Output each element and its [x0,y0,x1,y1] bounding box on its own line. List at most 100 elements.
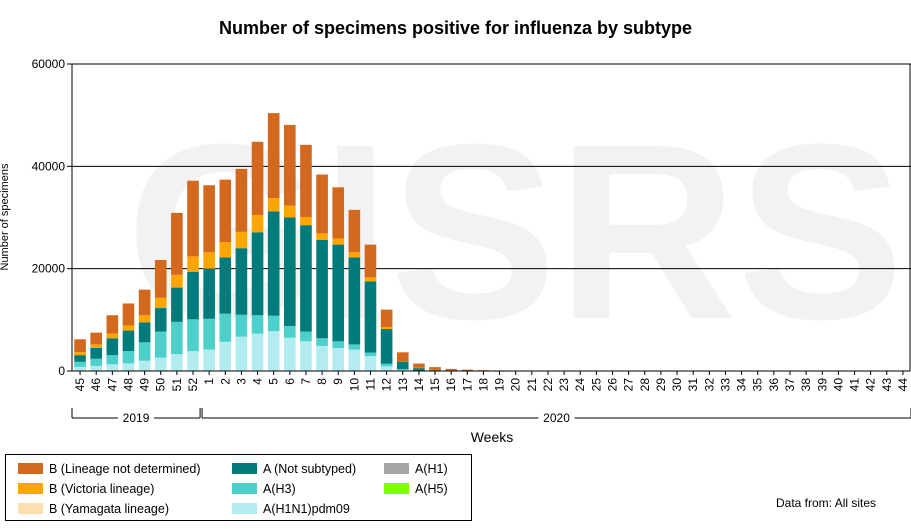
year-label: 2019 [123,411,150,425]
bar-segment [138,342,151,361]
bar-segment [348,344,361,350]
y-tick-label: 60000 [32,57,66,71]
bar-segment [300,341,312,371]
bar-segment [122,303,135,326]
bar-segment [332,341,345,348]
bar-segment [284,205,296,218]
bar-segment [122,363,135,371]
y-tick-label: 40000 [32,159,66,173]
x-tick-label: 25 [589,378,603,392]
bar-segment [171,354,183,371]
bar-segment [364,356,377,371]
x-tick-label: 12 [380,378,394,392]
bar-segment [284,325,296,338]
bar-segment [154,357,167,371]
bar-segment [203,318,215,350]
bar-segment [429,367,441,370]
x-tick-label: 46 [89,378,103,392]
x-tick-label: 40 [831,378,845,392]
bar-segment [445,368,457,371]
bar-segment [380,326,393,330]
bar-segment [106,315,119,334]
bar-segment [380,329,393,364]
source-note: Data from: All sites [776,496,877,510]
bar-segment [154,331,167,358]
x-tick-label: 42 [864,378,878,392]
x-tick-labels: 45 46 47 48 49 50 51 52 1 2 3 4 5 6 7 8 9 10 11 12 13 14 15 16 1… [73,371,910,391]
bar-segment [380,363,393,367]
bar-segment [74,339,86,353]
bar-segment [171,287,183,322]
bar-segment [122,330,135,352]
bar-segment [316,240,328,339]
bar-segment [267,211,280,316]
bar-segment [138,360,151,371]
bar-segment [348,252,361,258]
x-tick-label: 21 [525,378,539,392]
bar-segment [332,238,345,245]
x-axis-title: Weeks [471,429,514,445]
bar-segment [235,314,248,337]
bar-segment [380,309,393,327]
bar-segment [364,352,377,357]
bar-segment [74,355,86,362]
y-tick-labels: 0 20000 40000 60000 [32,57,72,378]
bar-segment [219,257,232,314]
bar-segment [106,355,119,365]
bar-segment [90,344,103,348]
legend-label: A(H5) [415,482,448,496]
legend-label: B (Lineage not determined) [49,462,201,476]
x-tick-label: 41 [848,378,862,392]
legend: B (Lineage not determined) B (Victoria li… [5,454,472,521]
bar-segment [413,363,425,368]
bar-segment [187,180,199,257]
bar-segment [300,144,312,217]
bar-segment [74,366,86,371]
x-tick-label: 15 [428,378,442,392]
x-tick-label: 13 [396,378,410,392]
bar-segment [74,361,86,367]
bar-segment [187,256,199,272]
bar-segment [332,347,345,371]
x-tick-label: 24 [573,378,587,392]
bar-segment [348,257,361,345]
bar-segment [413,367,425,369]
legend-swatch [18,503,43,514]
bars [74,113,909,372]
bar-segment [154,308,167,332]
bar-segment [251,315,264,334]
bar-segment [348,209,361,253]
bar-segment [348,349,361,371]
x-tick-label: 6 [283,378,297,385]
plot-frame [71,63,911,372]
x-tick-label: 18 [476,378,490,392]
x-tick-label: 36 [767,378,781,392]
x-tick-label: 38 [799,378,813,392]
x-tick-label: 20 [509,378,523,392]
x-tick-label: 11 [363,378,377,391]
bar-segment [300,216,312,226]
bar-segment [90,365,103,371]
bar-segment [235,231,248,249]
bar-segment [235,168,248,232]
bar-segment [171,274,183,288]
bar-segment [106,364,119,371]
bar-segment [106,338,119,356]
bar-segment [203,185,215,253]
x-tick-label: 23 [557,378,571,392]
axes [71,63,911,372]
bar-segment [122,325,135,331]
x-tick-label: 35 [751,378,765,392]
y-axis-title: Number of specimens [0,163,11,270]
legend-swatch [18,483,43,494]
y-tick-label: 20000 [32,262,66,276]
year-groups: 2019 2020 [71,408,911,425]
chart-title: Number of specimens positive for influen… [218,18,693,38]
bar-segment [396,369,409,371]
bar-segment [171,212,183,275]
bar-segment [429,369,441,371]
y-tick-label: 0 [58,364,65,378]
bar-segment [284,217,296,326]
year-label: 2020 [543,411,570,425]
bar-segment [332,187,345,239]
